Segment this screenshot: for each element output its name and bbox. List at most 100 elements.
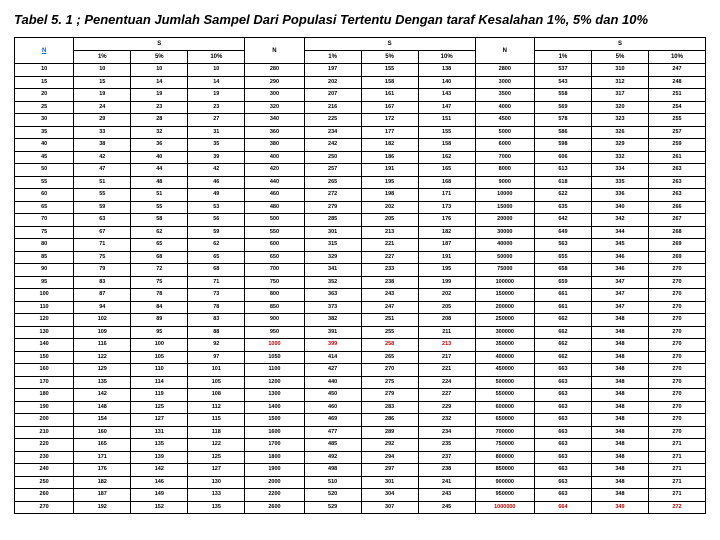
table-cell: 138 [418,64,475,77]
table-cell: 130 [188,476,245,489]
table-cell: 265 [304,176,361,189]
table-cell: 613 [534,164,591,177]
table-cell: 10 [131,64,188,77]
table-row: 2101601311181600477289234700000663348270 [15,426,706,439]
table-cell: 35 [15,126,74,139]
table-cell: 38 [74,139,131,152]
table-cell: 48 [131,176,188,189]
table-cell: 663 [534,464,591,477]
table-cell: 95 [131,326,188,339]
table-cell: 220 [15,439,74,452]
table-cell: 469 [304,414,361,427]
header-n-3: N [475,38,534,64]
table-cell: 292 [361,439,418,452]
table-cell: 50000 [475,251,534,264]
table-cell: 349 [591,501,648,514]
table-cell: 73 [188,289,245,302]
table-cell: 177 [361,126,418,139]
table-cell: 19 [188,89,245,102]
table-cell: 100 [131,339,188,352]
table-cell: 266 [648,201,705,214]
table-cell: 62 [188,239,245,252]
table-cell: 270 [648,376,705,389]
table-cell: 190 [15,401,74,414]
table-cell: 240 [15,464,74,477]
table-cell: 269 [648,239,705,252]
table-cell: 195 [361,176,418,189]
table-cell: 3500 [475,89,534,102]
table-cell: 1100 [245,364,304,377]
header-n-1: N [15,38,74,64]
table-cell: 80 [15,239,74,252]
table-cell: 315 [304,239,361,252]
table-cell: 155 [361,64,418,77]
table-cell: 1000 [245,339,304,352]
table-cell: 346 [591,264,648,277]
table-cell: 460 [304,401,361,414]
table-cell: 29 [74,114,131,127]
table-cell: 348 [591,439,648,452]
table-cell: 1500 [245,414,304,427]
table-cell: 110 [131,364,188,377]
table-row: 7063585650028520517620000642342267 [15,214,706,227]
table-cell: 143 [418,89,475,102]
table-cell: 234 [304,126,361,139]
table-cell: 1700 [245,439,304,452]
table-cell: 270 [648,314,705,327]
table-cell: 500 [245,214,304,227]
table-cell: 105 [188,376,245,389]
table-cell: 243 [361,289,418,302]
header-s-3: S [534,38,705,51]
table-cell: 53 [188,201,245,214]
table-cell: 40000 [475,239,534,252]
table-cell: 150 [15,351,74,364]
table-cell: 95 [15,276,74,289]
table-cell: 182 [361,139,418,152]
table-header: N S N S N S 1%5%10%1%5%10%1%5%10% [15,38,706,64]
table-cell: 225 [304,114,361,127]
table-cell: 348 [591,314,648,327]
table-cell: 221 [361,239,418,252]
table-cell: 270 [648,289,705,302]
table-cell: 120 [15,314,74,327]
table-cell: 480 [245,201,304,214]
table-cell: 655 [534,251,591,264]
table-cell: 125 [131,401,188,414]
table-cell: 272 [304,189,361,202]
table-cell: 208 [418,314,475,327]
table-cell: 195 [418,264,475,277]
table-cell: 301 [361,476,418,489]
table-row: 555148464402651951689000618335263 [15,176,706,189]
table-cell: 700000 [475,426,534,439]
table-cell: 440 [304,376,361,389]
table-row: 1201028983900382251208250000662348270 [15,314,706,327]
table-row: 8575686565032922719150000655346269 [15,251,706,264]
table-cell: 320 [591,101,648,114]
page-title: Tabel 5. 1 ; Penentuan Jumlah Sampel Dar… [14,12,706,27]
table-cell: 569 [534,101,591,114]
table-cell: 498 [304,464,361,477]
table-cell: 199 [418,276,475,289]
table-cell: 35 [188,139,245,152]
table-cell: 6000 [475,139,534,152]
table-cell: 68 [188,264,245,277]
header-percent: 10% [418,51,475,64]
table-cell: 100 [15,289,74,302]
table-cell: 227 [361,251,418,264]
table-row: 150122105971050414265217400000662348270 [15,351,706,364]
table-cell: 750 [245,276,304,289]
table-cell: 42 [188,164,245,177]
header-percent: 5% [131,51,188,64]
table-cell: 237 [418,451,475,464]
table-cell: 221 [418,364,475,377]
table-cell: 55 [15,176,74,189]
table-cell: 600 [245,239,304,252]
table-cell: 658 [534,264,591,277]
table-cell: 700 [245,264,304,277]
table-cell: 172 [361,114,418,127]
table-cell: 3000 [475,76,534,89]
table-cell: 1400 [245,401,304,414]
table-cell: 105 [131,351,188,364]
table-cell: 304 [361,489,418,502]
table-cell: 51 [74,176,131,189]
